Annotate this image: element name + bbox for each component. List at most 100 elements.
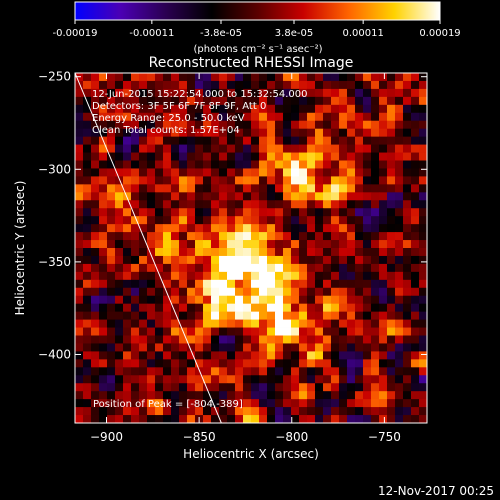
heatmap-cell	[83, 200, 92, 209]
heatmap-cell	[235, 375, 244, 384]
heatmap-cell	[315, 104, 324, 114]
heatmap-cell	[227, 216, 236, 225]
heatmap-cell	[347, 383, 356, 392]
heatmap-cell	[139, 415, 148, 423]
heatmap-cell	[243, 176, 252, 185]
heatmap-cell	[275, 359, 284, 368]
heatmap-cell	[155, 73, 164, 82]
heatmap-cell	[155, 263, 164, 273]
heatmap-cell	[283, 80, 292, 90]
heatmap-cell	[299, 407, 308, 416]
colorbar-tick-label: 0.00011	[342, 28, 383, 39]
heatmap-cell	[291, 279, 300, 289]
heatmap-cell	[411, 224, 420, 233]
heatmap-cell	[219, 383, 228, 392]
heatmap-cell	[363, 208, 372, 217]
heatmap-cell	[323, 168, 332, 177]
heatmap-cell	[123, 287, 132, 297]
heatmap-cell	[419, 104, 427, 114]
heatmap-cell	[195, 96, 204, 106]
heatmap-cell	[147, 104, 156, 114]
heatmap-cell	[307, 279, 316, 289]
heatmap-cell	[83, 144, 92, 153]
heatmap-cell	[363, 248, 372, 257]
heatmap-cell	[163, 136, 172, 145]
heatmap-cell	[403, 263, 412, 273]
heatmap-cell	[211, 343, 220, 352]
heatmap-cell	[307, 136, 316, 145]
heatmap-cell	[243, 399, 252, 408]
heatmap-cell	[347, 303, 356, 313]
heatmap-cell	[331, 375, 340, 384]
heatmap-cell	[171, 160, 180, 169]
heatmap-cell	[219, 263, 228, 273]
heatmap-cell	[371, 152, 380, 161]
heatmap-cell	[187, 176, 196, 185]
heatmap-cell	[123, 128, 132, 138]
heatmap-cell	[363, 176, 372, 185]
heatmap-cell	[355, 303, 364, 313]
heatmap-cell	[115, 351, 124, 360]
heatmap-cell	[131, 232, 140, 241]
heatmap-cell	[395, 351, 404, 360]
heatmap-cell	[275, 184, 284, 193]
heatmap-cell	[195, 335, 204, 344]
heatmap-cell	[355, 335, 364, 344]
heatmap-cell	[395, 279, 404, 289]
heatmap-cell	[235, 152, 244, 161]
heatmap-cell	[195, 343, 204, 352]
heatmap-cell	[267, 399, 276, 408]
heatmap-cell	[267, 311, 276, 320]
heatmap-cell	[411, 311, 420, 320]
heatmap-cell	[323, 96, 332, 106]
heatmap-cell	[147, 279, 156, 289]
heatmap-cell	[155, 303, 164, 313]
heatmap-cell	[187, 128, 196, 138]
heatmap-cell	[115, 248, 124, 257]
heatmap-cell	[195, 375, 204, 384]
heatmap-cell	[171, 112, 180, 122]
heatmap-cell	[83, 287, 92, 297]
heatmap-cell	[251, 224, 260, 233]
heatmap-cell	[283, 343, 292, 352]
heatmap-cell	[339, 263, 348, 273]
heatmap-cell	[171, 351, 180, 360]
heatmap-cell	[115, 303, 124, 313]
heatmap-cell	[355, 160, 364, 169]
heatmap-cell	[419, 271, 427, 281]
heatmap-cell	[355, 104, 364, 114]
heatmap-cell	[131, 391, 140, 400]
heatmap-cell	[411, 112, 420, 122]
annotation-energy: Energy Range: 25.0 - 50.0 keV	[92, 113, 245, 124]
heatmap-cell	[371, 240, 380, 249]
heatmap-cell	[275, 375, 284, 384]
heatmap-cell	[115, 240, 124, 249]
heatmap-cell	[147, 200, 156, 209]
heatmap-cell	[275, 73, 284, 82]
heatmap-cell	[315, 160, 324, 169]
heatmap-cell	[379, 144, 388, 153]
heatmap-cell	[347, 240, 356, 249]
heatmap-cell	[163, 96, 172, 106]
heatmap-cell	[139, 343, 148, 352]
heatmap-cell	[363, 271, 372, 281]
heatmap-cell	[99, 168, 108, 177]
heatmap-cell	[347, 160, 356, 169]
heatmap-cell	[163, 160, 172, 169]
heatmap-cell	[371, 192, 380, 201]
heatmap-cell	[275, 319, 284, 328]
heatmap-cell	[387, 295, 396, 305]
heatmap-cell	[171, 335, 180, 344]
heatmap-cell	[227, 176, 236, 185]
heatmap-cell	[203, 168, 212, 177]
heatmap-cell	[291, 152, 300, 161]
heatmap-cell	[347, 287, 356, 297]
heatmap-cell	[267, 104, 276, 114]
heatmap-cell	[371, 263, 380, 273]
heatmap-cell	[299, 311, 308, 320]
heatmap-cell	[363, 335, 372, 344]
heatmap-cell	[163, 104, 172, 114]
heatmap-cell	[395, 311, 404, 320]
heatmap-cell	[275, 367, 284, 376]
heatmap-cell	[155, 136, 164, 145]
